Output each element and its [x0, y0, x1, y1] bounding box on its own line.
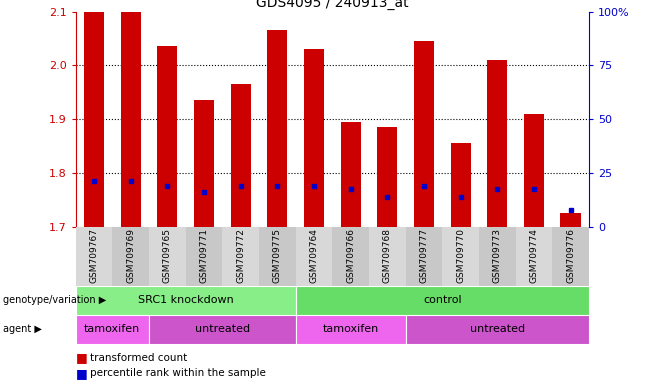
- Text: GSM709773: GSM709773: [493, 228, 502, 283]
- Text: tamoxifen: tamoxifen: [84, 324, 140, 334]
- Bar: [76, 315, 149, 344]
- Bar: [479, 227, 516, 286]
- Bar: [113, 227, 149, 286]
- Text: GSM709770: GSM709770: [456, 228, 465, 283]
- Bar: [414, 41, 434, 227]
- Text: genotype/variation ▶: genotype/variation ▶: [3, 295, 107, 306]
- Text: GSM709772: GSM709772: [236, 228, 245, 283]
- Text: ■: ■: [76, 367, 91, 380]
- Bar: [267, 30, 288, 227]
- Text: GSM709774: GSM709774: [530, 228, 538, 283]
- Bar: [76, 286, 295, 315]
- Text: control: control: [423, 295, 461, 306]
- Bar: [149, 227, 186, 286]
- Text: GSM709765: GSM709765: [163, 228, 172, 283]
- Bar: [561, 213, 580, 227]
- Text: SRC1 knockdown: SRC1 knockdown: [138, 295, 234, 306]
- Bar: [552, 227, 589, 286]
- Bar: [76, 227, 113, 286]
- Text: GSM709767: GSM709767: [89, 228, 99, 283]
- Text: ■: ■: [76, 351, 91, 364]
- Bar: [149, 315, 295, 344]
- Text: agent ▶: agent ▶: [3, 324, 42, 334]
- Bar: [194, 100, 214, 227]
- Bar: [259, 227, 295, 286]
- Bar: [295, 286, 589, 315]
- Text: GSM709769: GSM709769: [126, 228, 135, 283]
- Text: GSM709775: GSM709775: [273, 228, 282, 283]
- Bar: [516, 227, 552, 286]
- Text: transformed count: transformed count: [90, 353, 188, 363]
- Text: GSM709776: GSM709776: [566, 228, 575, 283]
- Text: untreated: untreated: [470, 324, 525, 334]
- Text: GSM709768: GSM709768: [383, 228, 392, 283]
- Bar: [295, 315, 405, 344]
- Bar: [120, 12, 141, 227]
- Bar: [524, 114, 544, 227]
- Bar: [157, 46, 178, 227]
- Title: GDS4095 / 240913_at: GDS4095 / 240913_at: [256, 0, 409, 10]
- Bar: [451, 143, 470, 227]
- Bar: [295, 227, 332, 286]
- Text: GSM709771: GSM709771: [199, 228, 209, 283]
- Bar: [332, 227, 369, 286]
- Text: GSM709764: GSM709764: [309, 228, 318, 283]
- Bar: [230, 84, 251, 227]
- Bar: [222, 227, 259, 286]
- Text: untreated: untreated: [195, 324, 250, 334]
- Bar: [377, 127, 397, 227]
- Bar: [186, 227, 222, 286]
- Bar: [442, 227, 479, 286]
- Bar: [84, 12, 104, 227]
- Bar: [487, 60, 507, 227]
- Text: percentile rank within the sample: percentile rank within the sample: [90, 368, 266, 378]
- Bar: [405, 315, 589, 344]
- Bar: [341, 122, 361, 227]
- Text: tamoxifen: tamoxifen: [322, 324, 379, 334]
- Text: GSM709766: GSM709766: [346, 228, 355, 283]
- Bar: [369, 227, 405, 286]
- Bar: [405, 227, 442, 286]
- Bar: [304, 49, 324, 227]
- Text: GSM709777: GSM709777: [419, 228, 428, 283]
